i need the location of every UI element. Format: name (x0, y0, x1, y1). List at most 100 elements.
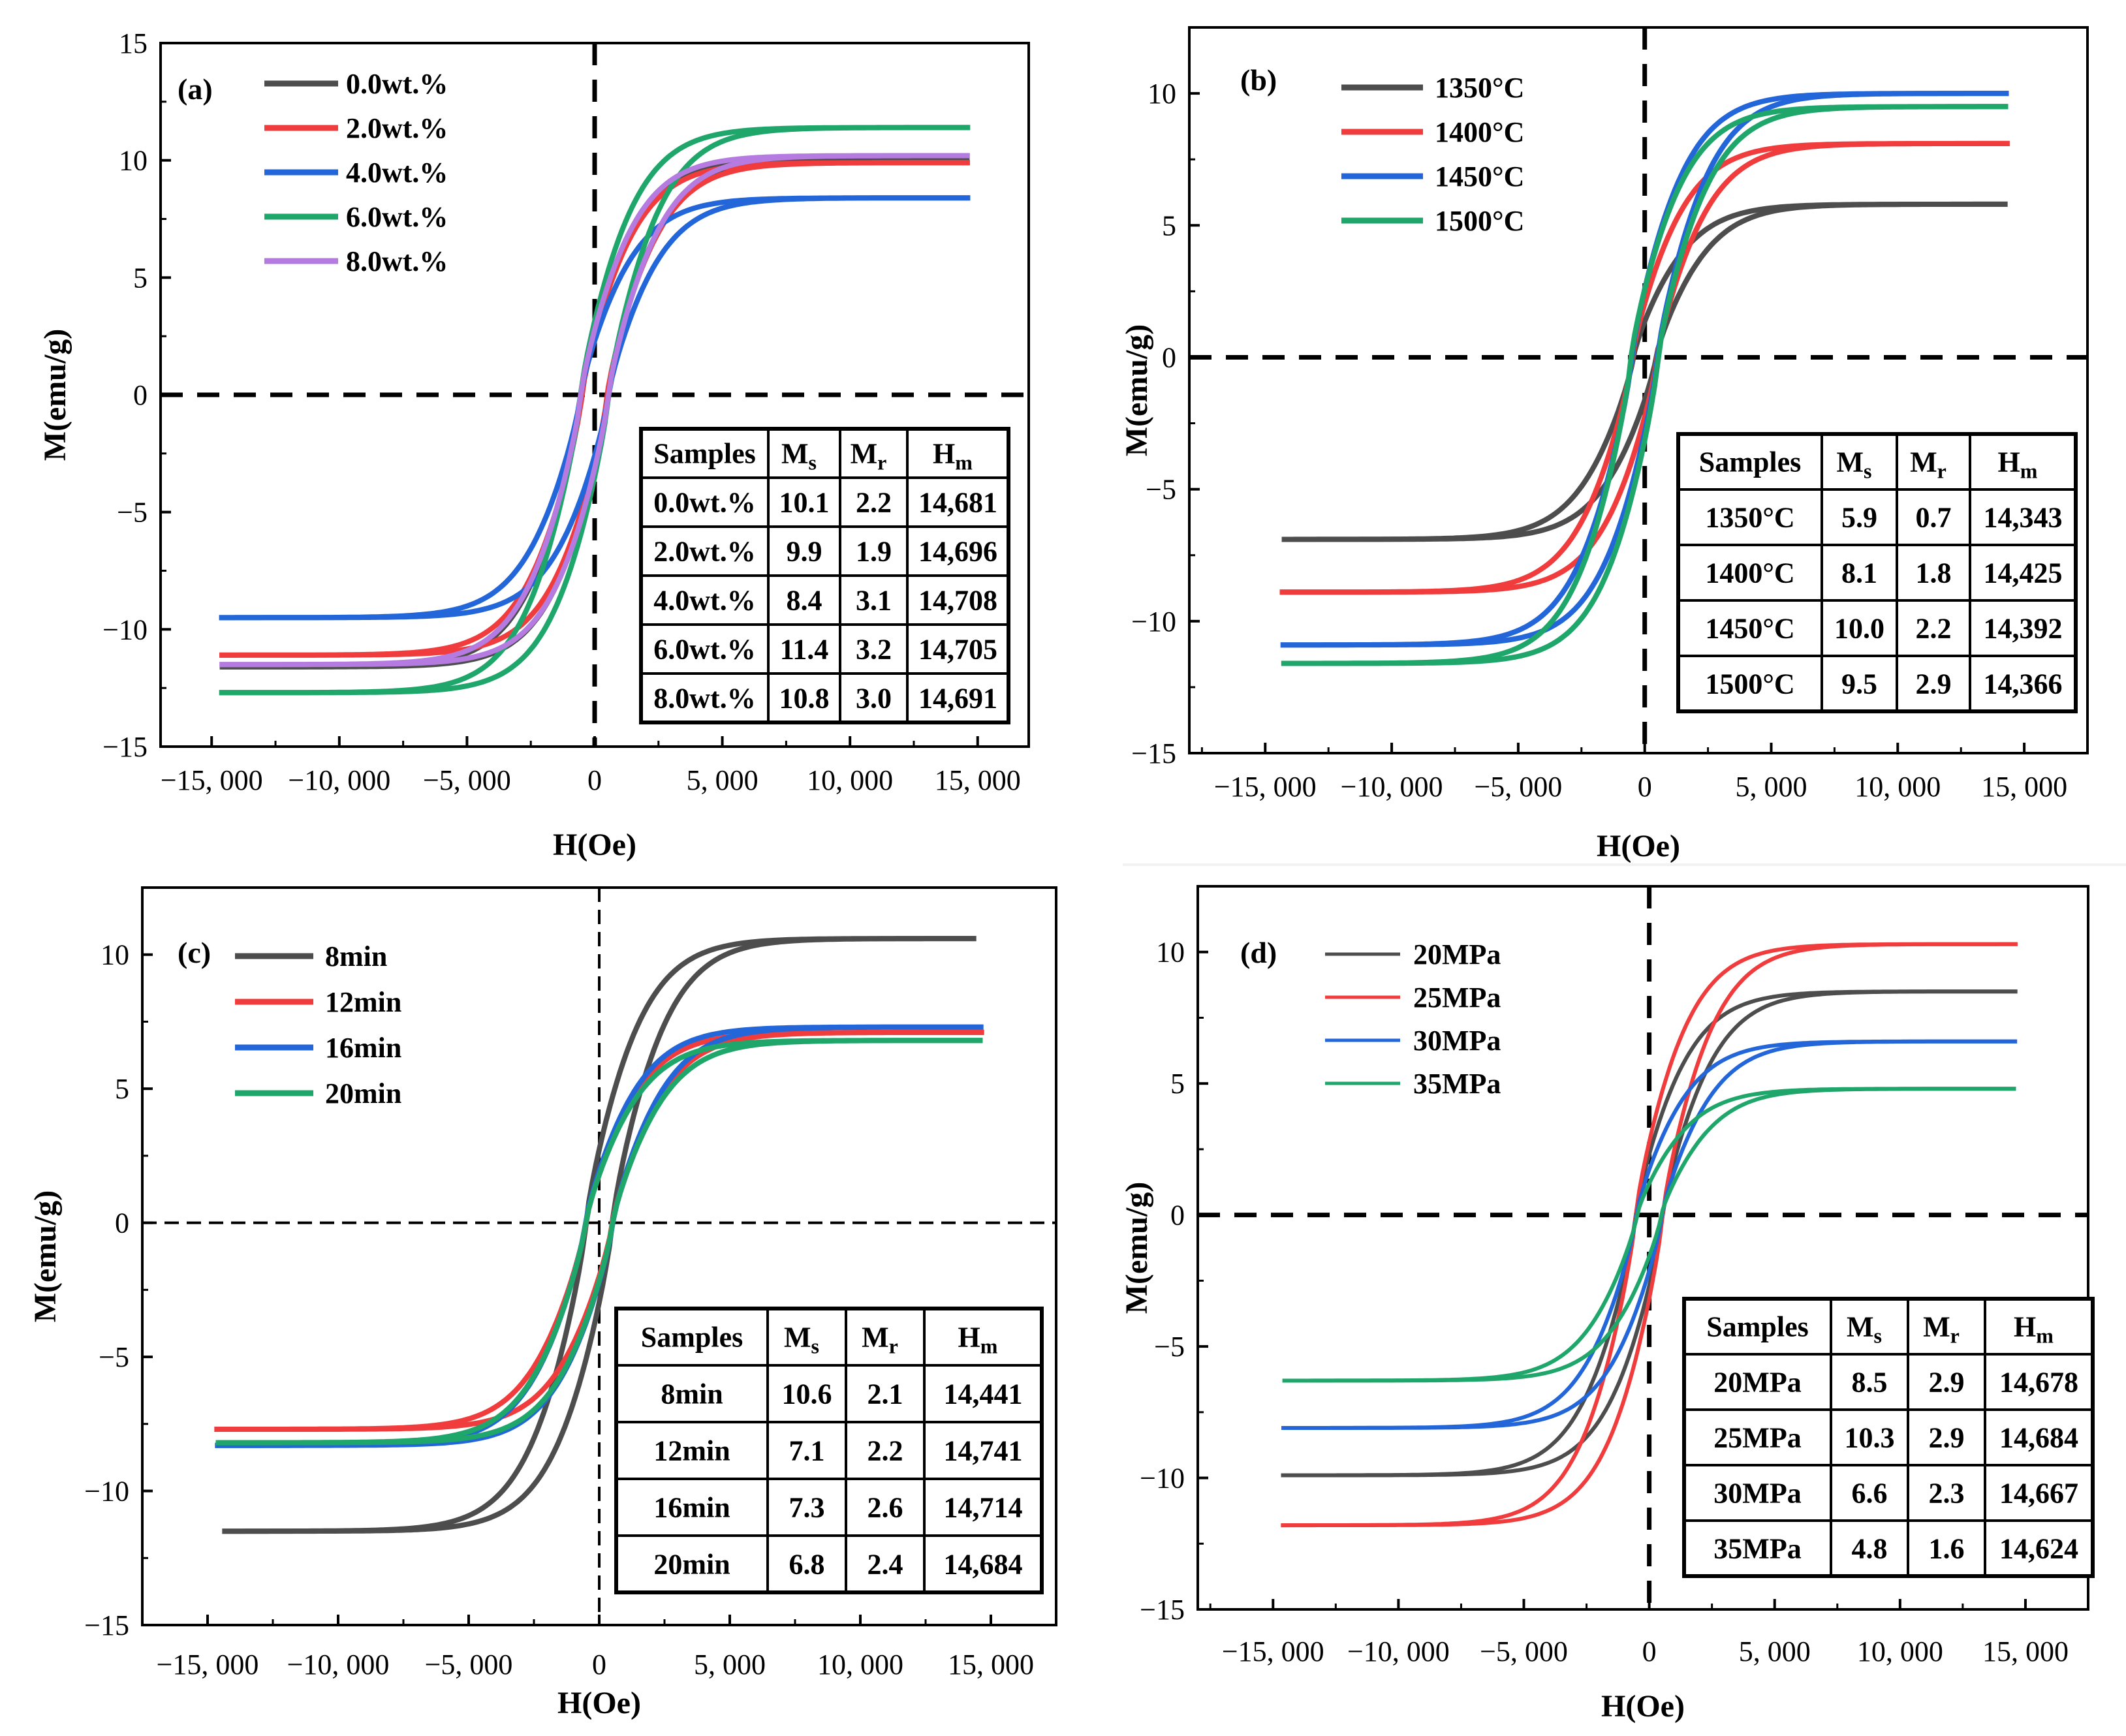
table-header-text: M (1847, 1311, 1874, 1343)
x-tick-label: 10, 000 (807, 764, 893, 796)
legend-label: 20min (325, 1077, 401, 1109)
table-cell: 14,705 (918, 634, 997, 666)
table-cell: 14,696 (918, 536, 997, 568)
table-header-text: Samples (1699, 446, 1801, 478)
table-cell: 25MPa (1713, 1422, 1801, 1454)
table-header-cell: Hm (1998, 446, 2038, 483)
table-header-subscript: s (1874, 1324, 1882, 1348)
panel-label: (b) (1240, 63, 1277, 97)
table-header-subscript: s (811, 1335, 819, 1358)
x-axis-label: H(Oe) (1597, 829, 1680, 863)
table-header-subscript: m (980, 1335, 998, 1358)
table-cell: 3.0 (856, 683, 892, 715)
legend-label: 2.0wt.% (346, 112, 448, 144)
table-cell: 3.2 (856, 634, 892, 666)
table-cell: 2.9 (1929, 1367, 1965, 1399)
table-cell: 1.6 (1929, 1533, 1965, 1565)
table-cell: 14,691 (918, 683, 997, 715)
y-tick-label: 10 (1148, 78, 1176, 110)
table-cell: 6.8 (789, 1549, 825, 1581)
table-cell: 14,708 (918, 585, 997, 617)
table-cell: 0.7 (1916, 502, 1952, 534)
table-cell: 14,684 (944, 1549, 1023, 1581)
table-header-cell: Mr (1910, 446, 1946, 483)
table-frame (1682, 1297, 2095, 1578)
x-tick-label: 15, 000 (935, 764, 1021, 796)
table-header-cell: Ms (1837, 446, 1872, 483)
chart-panel: −15, 000 −10, 000 −5, 000 0 5, 000 10, 000 15,… (38, 27, 1030, 862)
table-cell: 14,343 (1984, 502, 2063, 534)
table-cell: 2.3 (1929, 1478, 1965, 1510)
table-cell: 14,624 (1999, 1533, 2078, 1565)
table-header-text: M (1910, 446, 1937, 478)
table-cell: 14,684 (1999, 1422, 2078, 1454)
x-tick-label: 5, 000 (1735, 771, 1807, 803)
table-header-cell: Hm (2014, 1311, 2054, 1348)
x-tick-label: 15, 000 (1981, 771, 2067, 803)
table-header-text: H (1998, 446, 2020, 478)
x-tick-label: −15, 000 (161, 764, 263, 796)
table-cell: 5.9 (1841, 502, 1877, 534)
table-cell: 2.4 (868, 1549, 903, 1581)
table-cell: 10.6 (782, 1378, 832, 1410)
x-tick-label: 5, 000 (687, 764, 758, 796)
x-tick-label: 0 (1642, 1635, 1657, 1667)
x-tick-label: −15, 000 (1214, 771, 1317, 803)
table-frame (1676, 432, 2078, 713)
table-cell: 4.0wt.% (653, 585, 755, 617)
table-cell: 9.5 (1841, 668, 1877, 700)
x-tick-label: −10, 000 (287, 1649, 390, 1681)
table-cell: 7.1 (789, 1435, 825, 1467)
table-cell: 20MPa (1713, 1367, 1801, 1399)
y-tick-label: 0 (1162, 341, 1176, 373)
series-curve-1350-c-down (1281, 201, 2008, 542)
table-cell: 2.2 (856, 487, 892, 519)
x-tick-label: −5, 000 (1474, 771, 1562, 803)
table-cell: 3.1 (856, 585, 892, 617)
series-curve-25mpa-down (1281, 942, 2018, 1528)
chart-panel: −15, 000 −10, 000 −5, 000 0 5, 000 10, 000 15,… (1119, 26, 2089, 863)
table-cell: 1.8 (1916, 557, 1952, 589)
legend-label: 6.0wt.% (346, 201, 448, 233)
table-cell: 14,678 (1999, 1367, 2078, 1399)
table-header-cell: Samples (1706, 1311, 1808, 1343)
y-tick-label: −5 (1146, 474, 1176, 506)
table-cell: 2.9 (1916, 668, 1952, 700)
legend-label: 1450°C (1435, 161, 1524, 193)
x-axis-label: H(Oe) (553, 828, 636, 862)
chart-panel: −15, 000 −10, 000 −5, 000 0 5, 000 10, 000 15,… (1119, 885, 2095, 1724)
table-cell: 1400°C (1705, 557, 1794, 589)
table-cell: 10.8 (779, 683, 830, 715)
table-cell: 8.5 (1852, 1367, 1888, 1399)
y-tick-label: −15 (102, 731, 148, 763)
legend-label: 20MPa (1413, 938, 1501, 970)
table-header-text: M (862, 1322, 889, 1354)
y-tick-label: 10 (1156, 937, 1185, 969)
table-cell: 1450°C (1705, 613, 1794, 645)
plot-frame (1188, 26, 2089, 754)
table-header-text: Samples (1706, 1311, 1808, 1343)
y-tick-label: 0 (1170, 1200, 1185, 1232)
x-tick-label: −15, 000 (1222, 1635, 1324, 1667)
table-cell: 14,741 (944, 1435, 1023, 1467)
x-tick-label: 0 (592, 1649, 606, 1681)
table-header-subscript: r (1937, 459, 1946, 483)
table-cell: 6.0wt.% (653, 634, 755, 666)
table-cell: 4.8 (1852, 1533, 1888, 1565)
x-tick-label: −5, 000 (1480, 1635, 1568, 1667)
x-tick-label: 10, 000 (1854, 771, 1941, 803)
x-tick-label: −5, 000 (425, 1649, 513, 1681)
table-header-subscript: m (955, 451, 973, 474)
table-cell: 6.6 (1852, 1478, 1888, 1510)
legend-label: 1350°C (1435, 72, 1524, 104)
y-tick-label: 10 (119, 145, 148, 177)
table-header-text: M (851, 438, 878, 470)
legend-label: 8.0wt.% (346, 245, 448, 277)
legend-label: 35MPa (1413, 1068, 1501, 1100)
table-cell: 12min (653, 1435, 730, 1467)
y-axis-label: M(emu/g) (1119, 324, 1154, 457)
table-header-subscript: s (1864, 459, 1871, 483)
series-curve-8-0wt--down (219, 153, 970, 668)
x-tick-label: 5, 000 (694, 1649, 766, 1681)
legend-label: 4.0wt.% (346, 157, 448, 189)
